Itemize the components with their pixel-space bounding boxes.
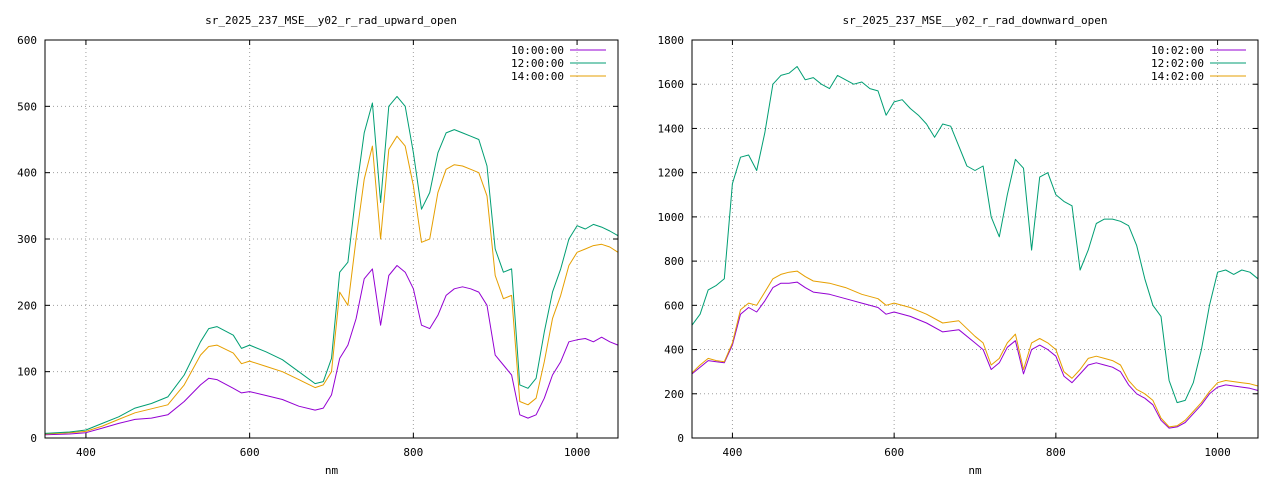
chart-upward: sr_2025_237_MSE__y02_r_rad_upward_open 0 1… [17,14,619,477]
x-axis-label: nm [968,464,982,477]
legend-label: 12:00:00 [511,57,564,70]
y-tick-label: 400 [664,344,684,357]
legend-label: 10:02:00 [1151,44,1204,57]
series-line-10-02-00 [691,281,1259,429]
y-tick-label: 200 [664,388,684,401]
legend-label: 12:02:00 [1151,57,1204,70]
chart-title: sr_2025_237_MSE__y02_r_rad_upward_open [205,14,457,27]
chart-title: sr_2025_237_MSE__y02_r_rad_downward_open [843,14,1108,27]
series-line-14-00-00 [44,135,619,435]
series-line-12-00-00 [44,95,619,434]
chart-downward: sr_2025_237_MSE__y02_r_rad_downward_open… [658,14,1259,477]
y-tick-label: 300 [17,233,37,246]
plot-frame [691,39,1259,439]
legend-label: 14:00:00 [511,70,564,83]
y-tick-label: 1000 [658,211,685,224]
x-tick-label: 1000 [564,446,591,459]
x-tick-label: 400 [76,446,96,459]
series-line-14-02-00 [691,270,1259,428]
y-tick-label: 400 [17,167,37,180]
series-line-12-02-00 [691,66,1259,404]
plot-frame [44,39,619,439]
y-tick-label: 1800 [658,34,685,47]
y-tick-label: 600 [17,34,37,47]
series-line-10-00-00 [44,265,619,436]
y-tick-label: 1200 [658,167,685,180]
y-tick-label: 100 [17,366,37,379]
y-tick-label: 600 [664,299,684,312]
y-tick-label: 1600 [658,78,685,91]
x-tick-label: 1000 [1204,446,1231,459]
x-axis-label: nm [325,464,339,477]
x-tick-label: 600 [240,446,260,459]
x-tick-label: 400 [722,446,742,459]
y-tick-label: 0 [30,432,37,445]
legend-label: 14:02:00 [1151,70,1204,83]
x-tick-label: 800 [1046,446,1066,459]
x-tick-label: 600 [884,446,904,459]
x-tick-label: 800 [403,446,423,459]
y-tick-label: 0 [677,432,684,445]
y-tick-label: 200 [17,299,37,312]
y-tick-label: 1400 [658,122,685,135]
legend-label: 10:00:00 [511,44,564,57]
y-tick-label: 800 [664,255,684,268]
y-tick-label: 500 [17,100,37,113]
